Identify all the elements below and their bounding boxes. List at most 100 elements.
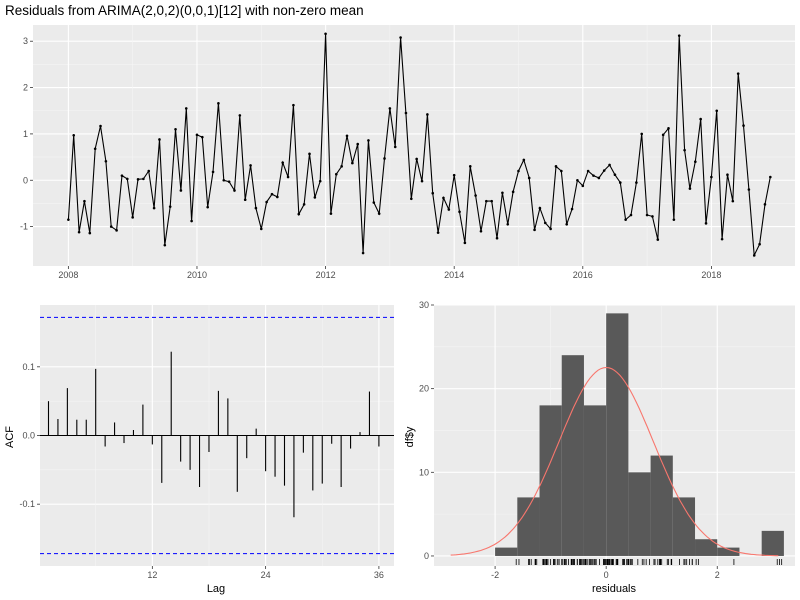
residual-point [356,142,360,146]
y-tick-label: 30 [419,300,429,310]
residual-point [661,133,665,137]
residual-point [431,191,435,195]
residual-point [377,212,381,215]
residual-point [281,161,285,164]
residual-series-line [67,33,771,258]
residual-point [586,169,590,173]
residual-point [174,127,177,131]
residual-point [677,34,681,37]
residual-point [554,165,558,168]
residual-point [152,206,156,210]
histogram-bar [583,405,607,556]
y-tick-label: -1 [20,222,28,232]
residual-point [565,222,569,226]
residual-point [206,205,209,209]
residual-point [120,174,124,177]
residual-point [147,169,151,173]
x-tick-label: 0 [604,570,609,580]
residual-point [201,135,204,139]
residual-point [72,134,76,137]
histogram-bar [672,497,696,556]
residual-point [308,152,311,156]
residual-point [136,178,140,181]
residual-point [645,213,649,217]
residual-point [297,212,301,216]
acf-panel: -0.1 0.0 0.1 12 24 36 [19,305,394,580]
histogram-bar [517,497,540,556]
y-tick-label: 10 [419,467,429,477]
residual-point [667,127,670,130]
residual-point [522,158,526,162]
residual-point [426,113,429,116]
residual-point [158,138,161,141]
residual-point [506,222,510,226]
residual-point [131,216,134,219]
residual-point [699,117,702,121]
residual-point [388,107,392,110]
residual-point [67,218,70,221]
residual-point [715,109,719,113]
residual-point [265,200,268,204]
y-tick-label: 2 [23,83,28,93]
residual-point [270,192,274,196]
residual-point [543,221,547,225]
residual-point [602,169,606,172]
y-tick-label: 0 [23,175,28,185]
residual-point [501,191,504,195]
residual-point [747,188,751,191]
residual-point [720,237,724,241]
residual-point [254,206,258,210]
residual-point [383,157,386,160]
acf-x-axis-title: Lag [207,583,225,595]
x-tick-label: 2016 [573,270,593,280]
residual-point [142,177,145,181]
histogram-bar [628,472,651,556]
residual-point [334,172,338,176]
residual-point [688,187,692,190]
histogram-panel: 0 10 20 30 -2 0 2 [419,300,795,580]
residual-point [286,175,290,179]
residual-point [463,241,467,245]
residual-point [195,133,199,137]
residual-point [485,199,488,203]
y-tick-label: 0.1 [22,362,35,372]
residual-point [731,199,735,203]
residual-point [351,161,354,165]
residual-point [104,159,108,163]
residual-point [410,197,413,201]
residual-point [345,134,349,138]
residual-point [726,173,729,176]
residual-point [576,178,579,182]
residual-point [249,164,252,167]
histogram-bar [561,355,584,556]
x-tick-label: 36 [374,570,384,580]
residual-point [517,169,520,173]
residual-point [436,231,440,234]
residual-point [672,218,676,221]
residual-point [769,175,772,179]
residual-point [452,173,456,177]
y-tick-label: 0.0 [22,431,35,441]
chart-title: Residuals from ARIMA(2,0,2)(0,0,1)[12] w… [5,3,364,18]
residual-point [420,179,424,183]
x-tick-label: 2018 [701,270,721,280]
residual-point [190,219,193,223]
residual-point [276,195,279,199]
residual-point [88,231,92,235]
residual-point [243,198,247,202]
residual-point [109,225,113,228]
residual-point [217,102,220,105]
residual-point [238,114,242,117]
residual-point [367,139,370,142]
x-tick-label: 2014 [444,270,464,280]
residual-point [581,184,585,188]
residual-point [618,181,622,184]
residual-point [651,215,654,218]
residual-point [399,36,402,39]
histogram-bar [761,530,784,556]
residual-point [635,181,638,184]
acf-y-axis-title: ACF [4,426,16,448]
residual-point [126,177,129,181]
residual-point [474,194,477,197]
